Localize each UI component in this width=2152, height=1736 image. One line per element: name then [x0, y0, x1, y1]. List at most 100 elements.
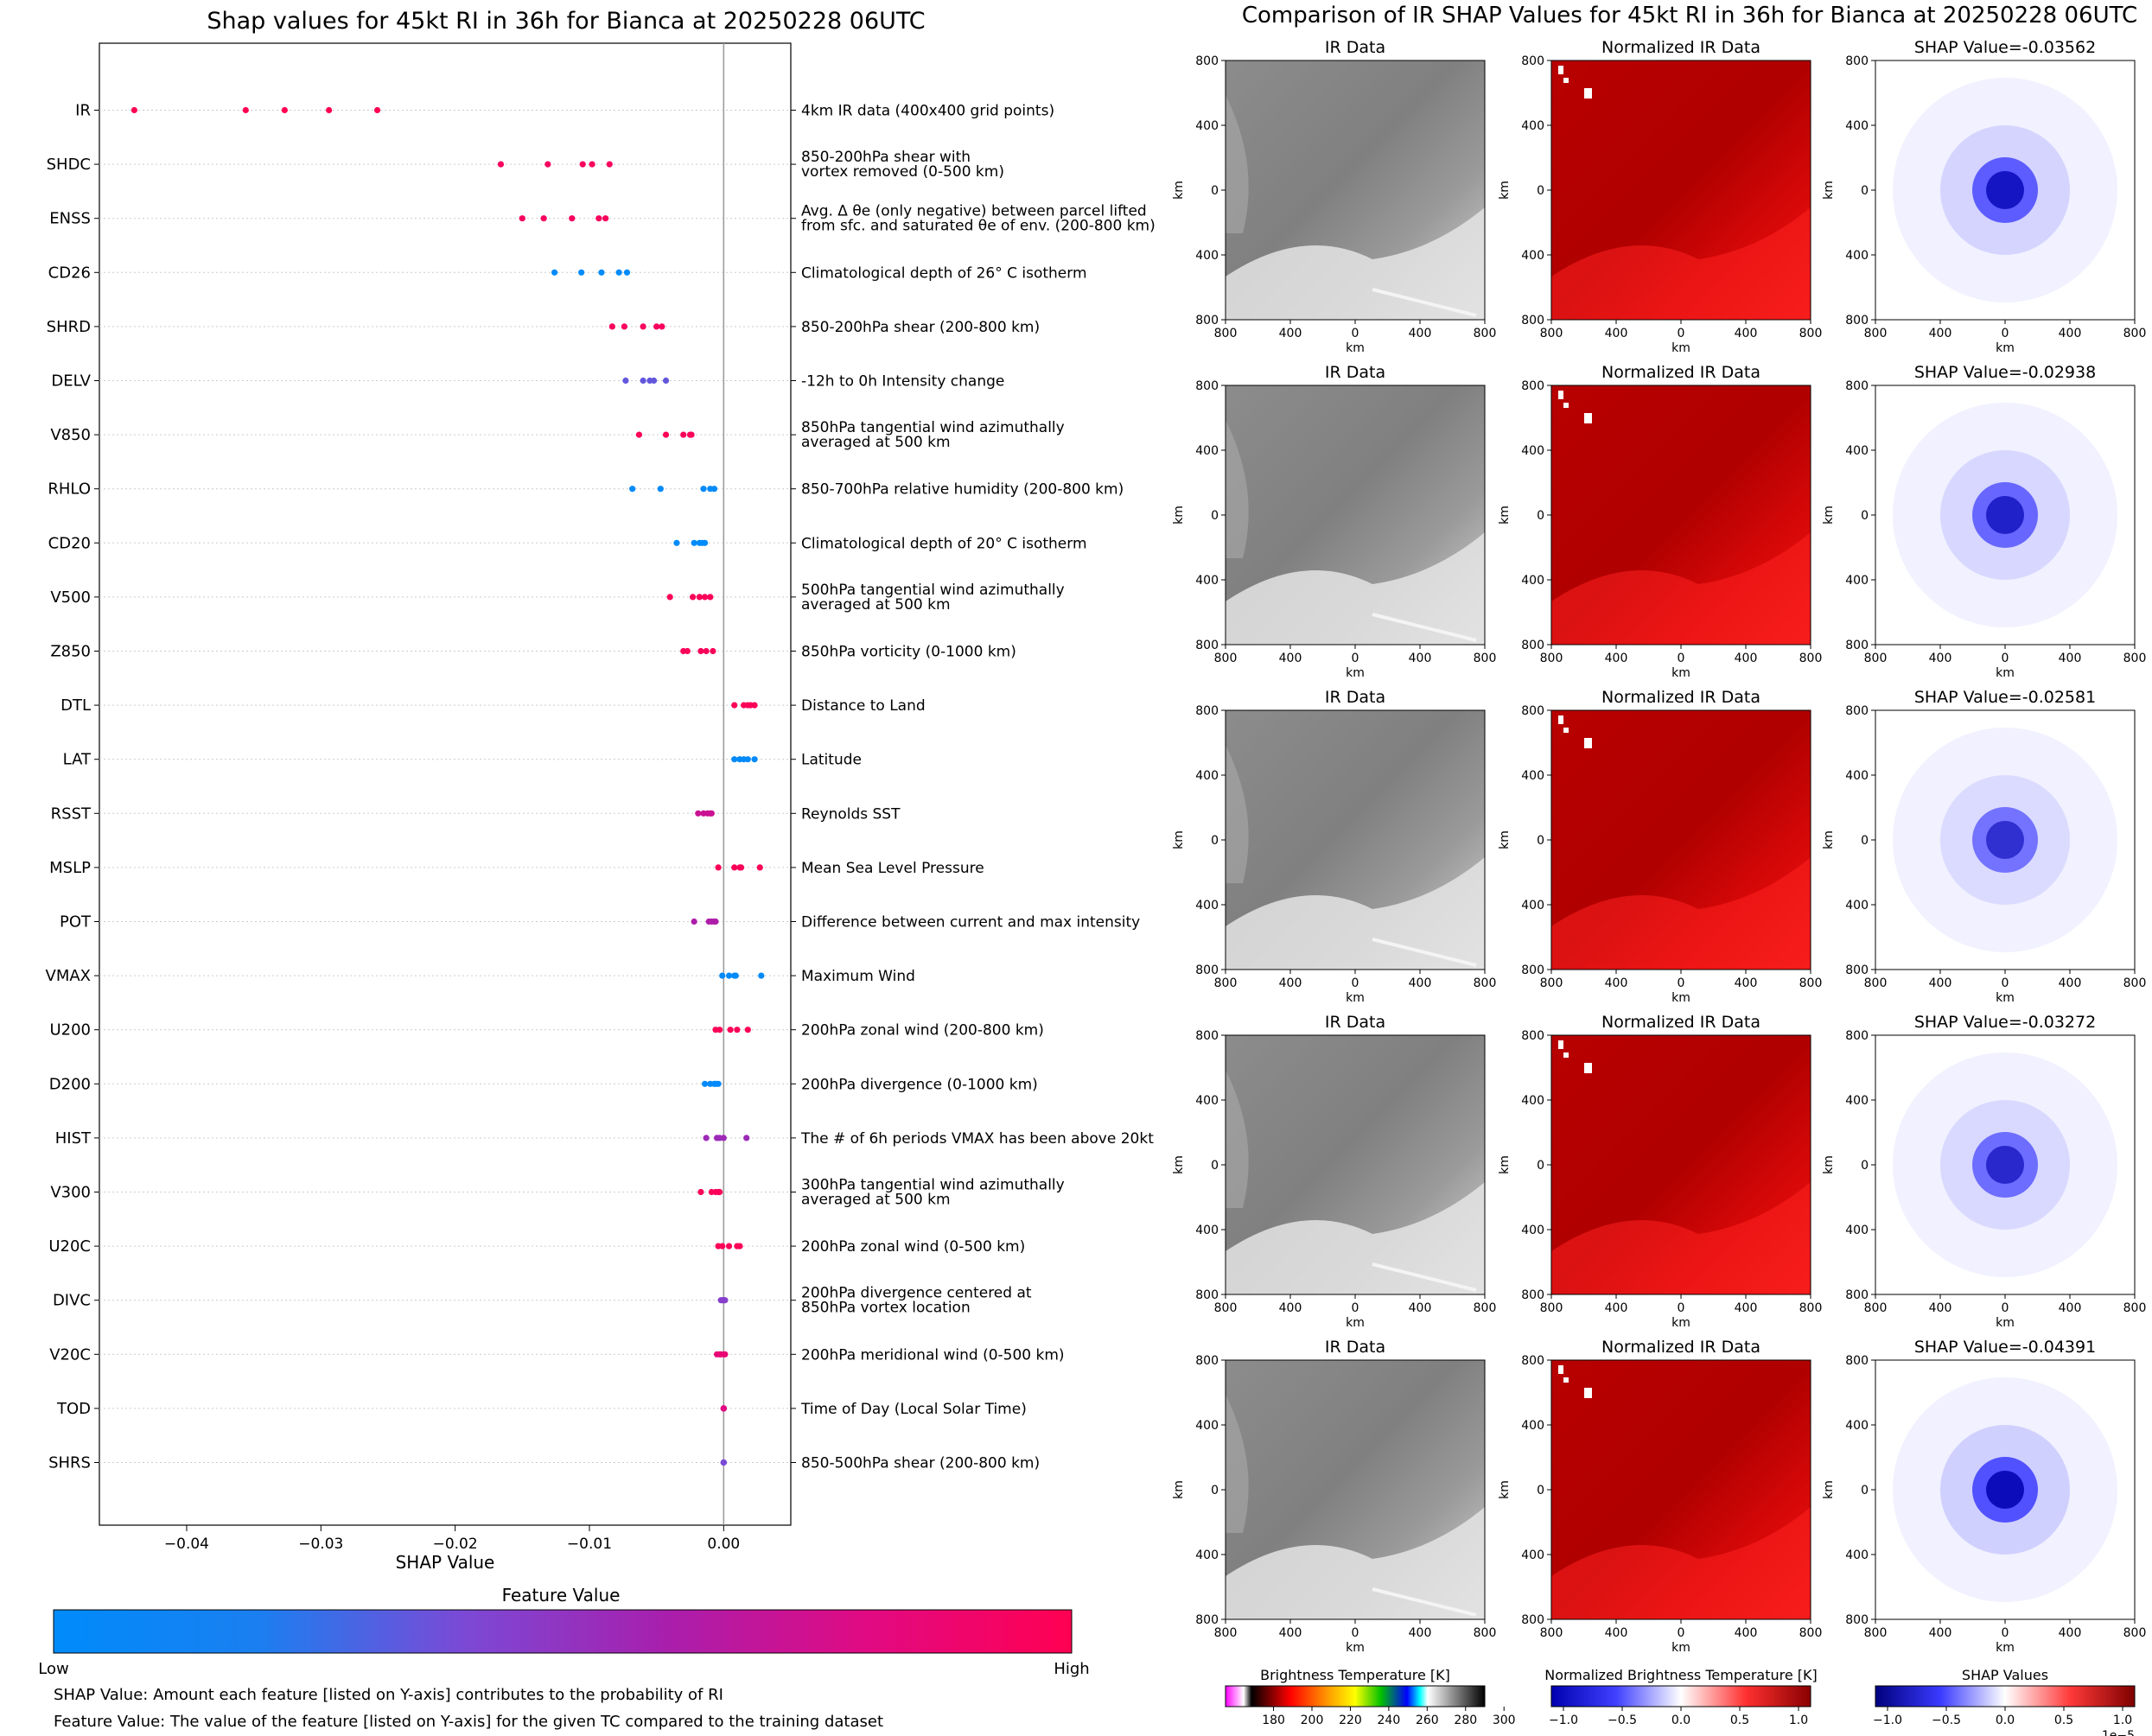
- shap-point: [744, 756, 751, 763]
- x-tick-label: 400: [1929, 1301, 1952, 1315]
- missing-data: [1563, 728, 1569, 733]
- shap-point: [734, 1027, 741, 1033]
- panel-title: SHAP Value=-0.02581: [1914, 688, 2096, 707]
- y-tick-label: 400: [1521, 1419, 1544, 1433]
- x-tick-label: 0: [1678, 976, 1685, 990]
- x-tick-label: 400: [1605, 1626, 1628, 1640]
- colorbar-tick-label: 240: [1378, 1714, 1401, 1727]
- feature-label: Z850: [50, 643, 91, 661]
- feature-row-shrd: SHRD 850-200hPa shear (200-800 km): [47, 318, 1040, 336]
- feature-label: CD26: [48, 264, 91, 282]
- y-axis-label: km: [1172, 1480, 1186, 1499]
- y-tick-label: 0: [1537, 1159, 1544, 1173]
- y-tick-label: 400: [1845, 1094, 1869, 1108]
- y-tick-label: 400: [1195, 444, 1219, 458]
- x-tick-label: 0: [2002, 976, 2009, 990]
- x-tick-label: 800: [1799, 976, 1823, 990]
- colorbar-title: Feature Value: [502, 1585, 621, 1606]
- x-tick-label: 800: [1540, 1301, 1563, 1315]
- feature-row-tod: TOD Time of Day (Local Solar Time): [56, 1400, 1027, 1418]
- y-tick-label: 0: [1211, 1159, 1219, 1173]
- x-tick-label: 800: [2123, 652, 2147, 665]
- panel-title: SHAP Value=-0.04391: [1914, 1338, 2096, 1357]
- shap-point: [751, 756, 758, 763]
- feature-description: 200hPa zonal wind (0-500 km): [801, 1238, 1025, 1256]
- y-axis-label: km: [1498, 1480, 1512, 1499]
- y-tick-label: 800: [1845, 1613, 1869, 1627]
- y-axis-label: km: [1498, 830, 1512, 849]
- shap-center: [1986, 1146, 2024, 1184]
- image-colorbars: Brightness Temperature [K] 180 200 220 240 26…: [1225, 1667, 2136, 1736]
- shap-point: [700, 486, 707, 493]
- colorbar-label: SHAP Values: [1962, 1667, 2048, 1683]
- colorbar-label: Normalized Brightness Temperature [K]: [1544, 1667, 1818, 1683]
- feature-label: VMAX: [46, 967, 92, 985]
- colorbar-exponent: 1e−5: [2102, 1729, 2135, 1736]
- feature-description: vortex removed (0-500 km): [801, 163, 1004, 181]
- feature-row-dtl: DTL Distance to Land: [60, 696, 926, 715]
- shap-point: [519, 215, 525, 222]
- shap-point: [751, 702, 758, 709]
- y-tick-label: 800: [1195, 54, 1219, 68]
- y-axis-label: km: [1822, 181, 1836, 200]
- x-tick-label: 800: [2123, 1626, 2147, 1640]
- feature-description: Reynolds SST: [801, 805, 901, 823]
- y-tick-label: 800: [1845, 963, 1869, 977]
- shap-point: [691, 918, 697, 925]
- x-axis-label: km: [1671, 341, 1690, 355]
- shap-point: [281, 106, 288, 114]
- x-axis-label: km: [1671, 1316, 1690, 1330]
- bright-cloud: [1226, 207, 1485, 320]
- shap-point: [578, 269, 585, 276]
- shap-values-colorbar: SHAP Values −1.0 −0.5 0.0 0.5 1.0 1e−5: [1873, 1667, 2136, 1736]
- feature-label: V850: [50, 426, 91, 444]
- feature-row-u20c: U20C 200hPa zonal wind (0-500 km): [48, 1237, 1025, 1256]
- y-tick-label: 800: [1845, 1029, 1869, 1043]
- feature-row-u200: U200 200hPa zonal wind (200-800 km): [49, 1021, 1043, 1040]
- footnote-feature: Feature Value: The value of the feature …: [54, 1713, 883, 1731]
- feature-description: Distance to Land: [801, 697, 926, 715]
- feature-label: SHRD: [47, 318, 91, 336]
- feature-description: 850-200hPa shear (200-800 km): [801, 319, 1040, 336]
- shap-point: [606, 161, 613, 168]
- panel-title: IR Data: [1325, 38, 1385, 57]
- x-tick-label: 800: [1864, 652, 1888, 665]
- colorbar-tick-label: −0.5: [1608, 1714, 1637, 1727]
- cloud-band: [1226, 745, 1249, 883]
- x-tick-label: 400: [1279, 1301, 1302, 1315]
- feature-description: from sfc. and saturated θe of env. (200-…: [801, 218, 1156, 235]
- y-tick-label: 800: [1845, 704, 1869, 718]
- x-tick-label: 800: [1474, 327, 1497, 340]
- y-tick-label: 0: [1537, 1484, 1544, 1498]
- panel-title: IR Data: [1325, 688, 1385, 707]
- feature-description: 500hPa tangential wind azimuthally: [801, 582, 1065, 599]
- feature-label: V300: [50, 1184, 91, 1202]
- feature-description: Climatological depth of 20° C isotherm: [801, 535, 1087, 552]
- missing-data: [1584, 1388, 1592, 1398]
- panel-title: IR Data: [1325, 1338, 1385, 1357]
- x-axis-label: km: [1671, 666, 1690, 680]
- feature-label: ENSS: [49, 210, 91, 228]
- cloud-band: [1226, 420, 1249, 558]
- x-tick-label: 800: [1474, 1301, 1497, 1315]
- shap-point: [719, 1243, 726, 1250]
- feature-label: DIVC: [53, 1292, 91, 1310]
- y-tick-label: 0: [1861, 184, 1869, 198]
- feature-description: 4km IR data (400x400 grid points): [801, 103, 1054, 120]
- shap-point: [629, 486, 636, 493]
- y-axis-label: km: [1822, 1480, 1836, 1499]
- shap-point: [598, 269, 605, 276]
- y-axis-label: km: [1822, 1155, 1836, 1174]
- feature-row-divc: DIVC 200hPa divergence centered at850hPa …: [53, 1285, 1032, 1317]
- x-tick-label: 400: [1735, 976, 1758, 990]
- shap-point: [602, 215, 609, 222]
- x-tick-label: 0: [1678, 327, 1685, 340]
- x-tick-label: 400: [1409, 652, 1432, 665]
- colorbar-gradient: [53, 1609, 1073, 1654]
- colorbar-high-label: High: [1054, 1660, 1089, 1678]
- y-tick-label: 0: [1861, 834, 1869, 848]
- x-tick-label: 800: [2123, 327, 2147, 340]
